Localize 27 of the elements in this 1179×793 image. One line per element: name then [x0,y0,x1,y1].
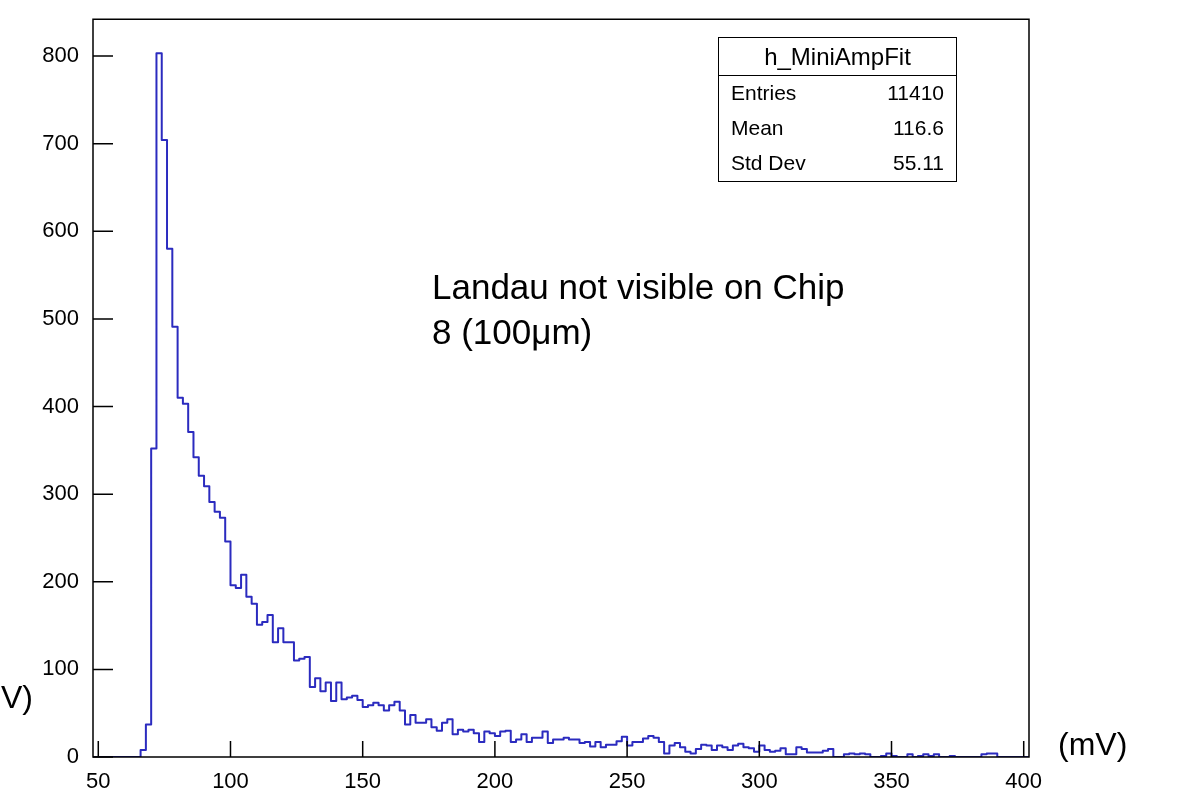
y-tick-label: 600 [42,217,79,243]
annotation: 11410 [887,81,944,105]
y-tick-label: 100 [42,655,79,681]
y-tick-label: 200 [42,567,79,593]
x-tick-label: 400 [1005,768,1043,793]
x-tick-label: 200 [476,768,514,793]
x-tick-label: 350 [873,768,910,793]
y-tick-label: 500 [42,304,79,330]
annotation: h_MiniAmpFit [719,38,956,76]
y-tick-label: 700 [42,129,79,155]
text: V) [1,679,33,716]
annotation: 116.6 [893,116,944,140]
x-tick-label: 300 [740,768,778,793]
annotation: 55.11 [893,151,944,175]
y-tick-label: 800 [42,42,79,68]
x-axis-title: (mV) [1058,726,1128,763]
x-tick-label: 250 [608,768,646,793]
x-tick-label: 100 [212,768,249,793]
x-tick-label: 150 [344,768,382,793]
annotation: Entries [731,81,797,105]
annotation: Landau not visible on Chip 8 (100μm) [432,266,846,353]
annotation: Std Dev [731,151,806,175]
y-tick-label: 400 [42,392,79,418]
y-tick-label: 300 [42,480,79,506]
y-tick-label: 0 [66,743,79,769]
annotation: Mean [731,116,784,140]
x-tick-label: 50 [86,768,111,793]
